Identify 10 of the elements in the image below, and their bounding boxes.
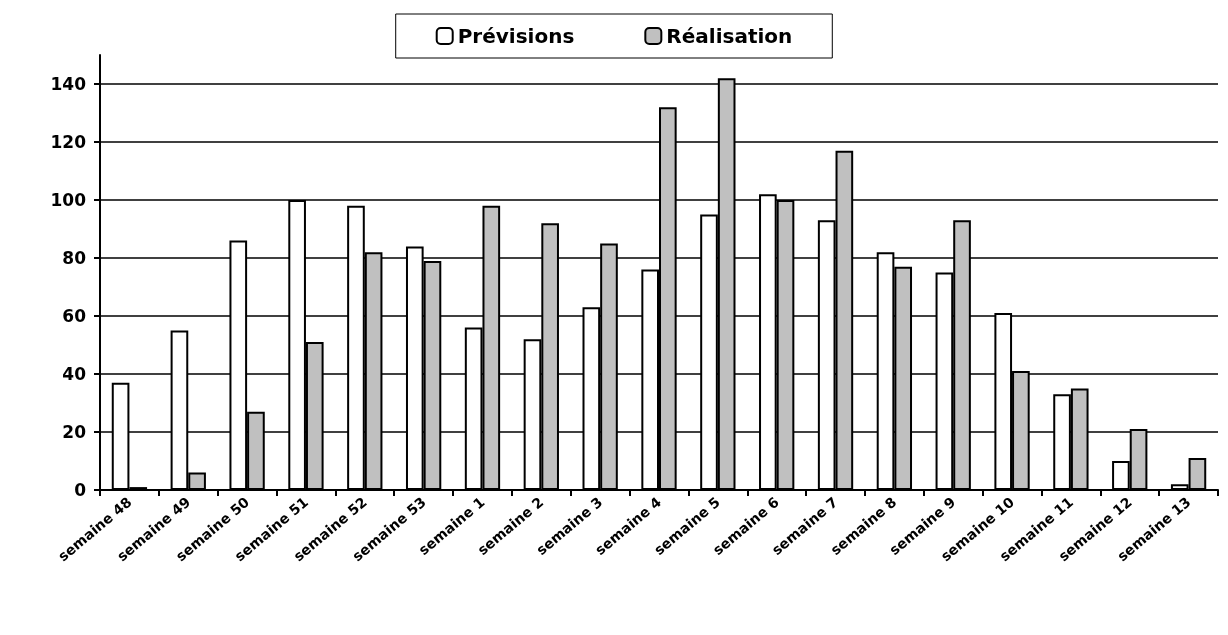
y-tick-label: 40 (62, 364, 87, 384)
y-tick-label: 80 (62, 248, 87, 268)
y-tick-label: 20 (62, 422, 87, 442)
y-tick-label: 100 (50, 190, 87, 210)
y-tick-label: 140 (50, 74, 87, 94)
legend-label: Prévisions (457, 24, 575, 48)
y-tick-label: 120 (50, 132, 87, 152)
y-tick-label: 60 (62, 306, 87, 326)
y-tick-label: 0 (74, 480, 87, 500)
legend-label: Réalisation (666, 24, 793, 48)
